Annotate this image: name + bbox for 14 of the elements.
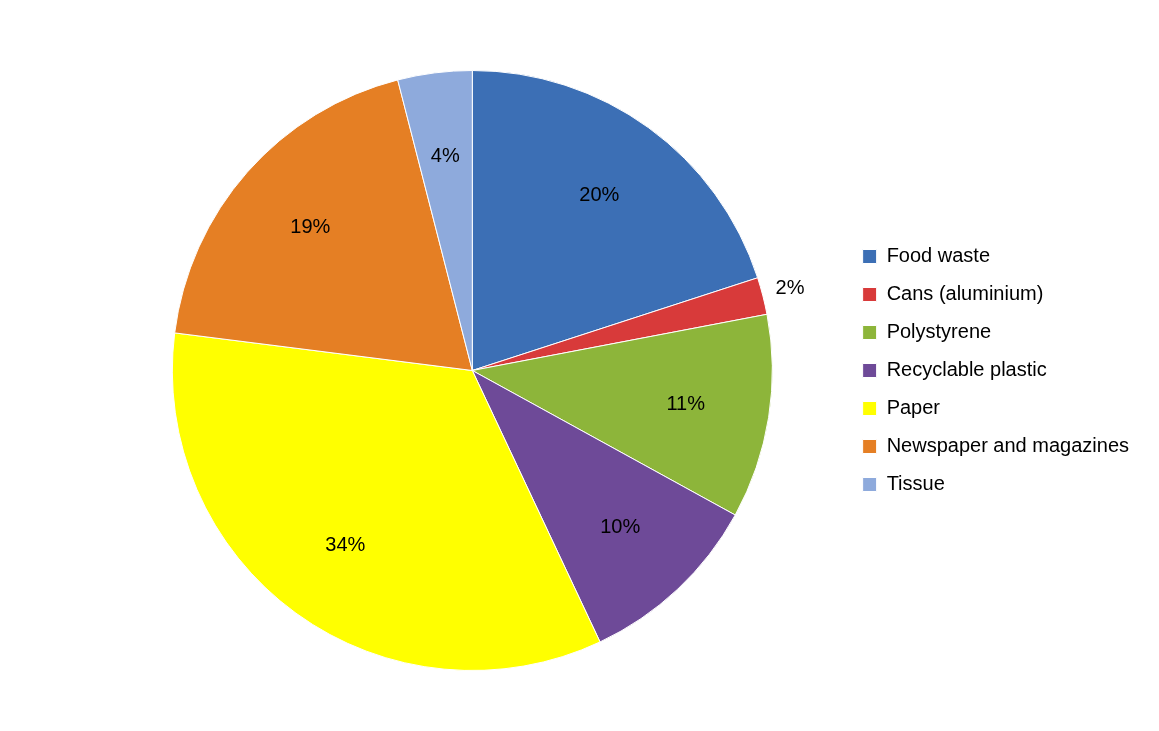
legend-label: Recyclable plastic xyxy=(886,358,1047,381)
legend-label: Food waste xyxy=(886,244,991,267)
data-label: 10% xyxy=(600,515,641,538)
legend-label: Cans (aluminium) xyxy=(886,282,1044,305)
data-label: 34% xyxy=(325,532,366,555)
data-label: 11% xyxy=(666,391,706,414)
data-label: 19% xyxy=(290,215,331,238)
data-label: 4% xyxy=(430,143,460,166)
legend-label: Polystyrene xyxy=(886,320,992,343)
legend-label: Newspaper and magazines xyxy=(886,434,1130,457)
legend-label: Tissue xyxy=(886,472,945,495)
data-label: 20% xyxy=(579,183,620,206)
data-label: 2% xyxy=(775,276,805,299)
legend-label: Paper xyxy=(886,396,941,419)
